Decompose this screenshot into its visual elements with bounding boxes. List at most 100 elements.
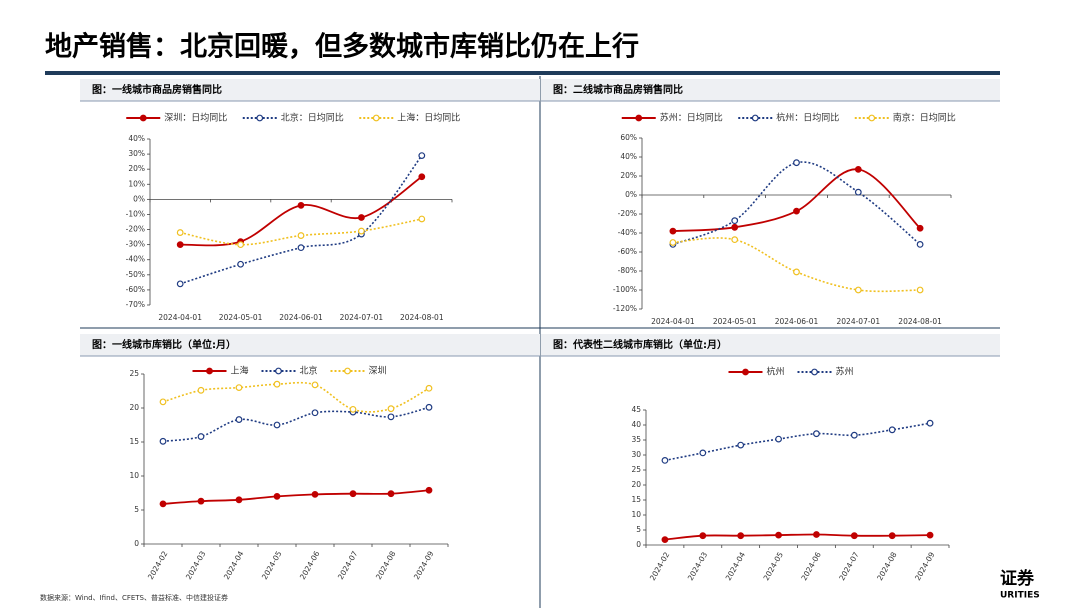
point [311, 490, 319, 498]
y-tick-label: 25 [631, 465, 641, 474]
y-tick-label: 35 [631, 435, 641, 444]
series-line [672, 161, 921, 246]
y-tick-label: -40% [618, 228, 637, 237]
point [813, 531, 820, 538]
point [273, 421, 281, 429]
point [926, 531, 934, 539]
point [916, 286, 924, 294]
y-tick-label: 10 [129, 471, 139, 480]
point [418, 173, 426, 181]
x-tick-label: 2024-08 [374, 549, 398, 581]
x-tick-label: 2024-08-01 [898, 317, 942, 326]
point [159, 500, 167, 508]
y-tick-label: 0 [636, 540, 641, 549]
y-tick-label: 25 [129, 369, 139, 378]
y-tick-label: -120% [613, 304, 637, 313]
point [176, 241, 184, 249]
point [669, 239, 677, 246]
point [237, 241, 245, 249]
y-tick-label: -50% [126, 270, 145, 279]
series-line [179, 155, 423, 285]
point [237, 260, 245, 268]
point [793, 207, 800, 215]
panel-title: 图：一线城市库销比（单位:月） [92, 338, 236, 351]
point [387, 490, 395, 498]
legend-marker [344, 367, 351, 375]
x-tick-label: 2024-07-01 [340, 313, 384, 322]
legend-label: 深圳：日均同比 [164, 112, 227, 124]
y-tick-label: 20% [620, 171, 637, 180]
legend-label: 上海 [231, 365, 249, 377]
point [731, 236, 739, 244]
point [661, 536, 669, 543]
point [297, 232, 305, 239]
y-tick-label: 0 [134, 539, 139, 548]
point [197, 497, 205, 505]
point [775, 531, 782, 539]
point [731, 223, 739, 231]
logo-text: 证券 [1000, 568, 1035, 589]
x-tick-label: 2024-04 [724, 550, 748, 582]
y-tick-label: 40 [631, 420, 641, 429]
x-tick-label: 2024-06 [799, 550, 823, 582]
x-tick-label: 2024-06 [298, 549, 322, 581]
panel-header [541, 79, 1000, 101]
panel-header [541, 334, 1000, 356]
y-tick-label: 30 [631, 450, 641, 459]
x-tick-label: 2024-03 [686, 550, 710, 582]
y-tick-label: -20% [126, 225, 145, 234]
series-line [672, 168, 921, 232]
x-tick-label: 2024-05-01 [713, 317, 757, 326]
legend-label: 深圳 [369, 366, 387, 377]
legend-marker [256, 114, 264, 122]
y-tick-label: -70% [126, 300, 145, 309]
point [418, 215, 426, 223]
x-tick-label: 2024-05 [260, 549, 284, 581]
y-tick-label: -10% [126, 209, 145, 218]
logo-subtext: URITIES [1000, 591, 1040, 601]
legend-label: 苏州 [836, 366, 854, 378]
legend-marker [372, 114, 380, 122]
point [850, 532, 858, 540]
legend-marker [868, 114, 876, 122]
panel-header [80, 79, 540, 101]
point [159, 398, 167, 406]
point [197, 433, 205, 440]
panel-title: 图：二线城市商品房销售同比 [553, 83, 683, 96]
point [358, 227, 365, 235]
x-tick-label: 2024-08-01 [400, 313, 444, 322]
legend-label: 北京：日均同比 [281, 112, 344, 124]
y-tick-label: 45 [631, 405, 641, 414]
legend-marker [811, 368, 818, 376]
panel-title: 图：一线城市商品房销售同比 [92, 83, 222, 96]
point [425, 403, 433, 411]
y-tick-label: 10% [128, 179, 145, 188]
point [669, 227, 677, 235]
point [311, 409, 319, 417]
legend-label: 上海：日均同比 [397, 112, 460, 124]
y-tick-label: 20% [128, 164, 145, 173]
legend-marker [275, 367, 282, 375]
legend-label: 北京 [300, 365, 318, 377]
series-line [672, 237, 921, 293]
x-tick-label: 2024-07 [336, 549, 360, 581]
point [387, 405, 395, 413]
point [854, 286, 862, 294]
x-tick-label: 2024-04-01 [158, 313, 202, 322]
y-tick-label: -40% [126, 255, 145, 264]
y-tick-label: 15 [631, 495, 641, 504]
point [297, 201, 305, 209]
legend-label: 苏州：日均同比 [660, 112, 723, 124]
point [425, 384, 433, 392]
x-tick-label: 2024-02 [146, 549, 170, 581]
point [235, 496, 243, 504]
legend-label: 南京：日均同比 [893, 112, 956, 124]
x-tick-label: 2024-06-01 [279, 313, 323, 322]
x-tick-label: 2024-04-01 [651, 317, 695, 326]
y-tick-label: 20 [631, 480, 641, 489]
legend-label: 杭州：日均同比 [776, 112, 839, 124]
point [661, 457, 669, 464]
point [793, 268, 800, 276]
point [235, 384, 243, 392]
point [297, 244, 305, 252]
